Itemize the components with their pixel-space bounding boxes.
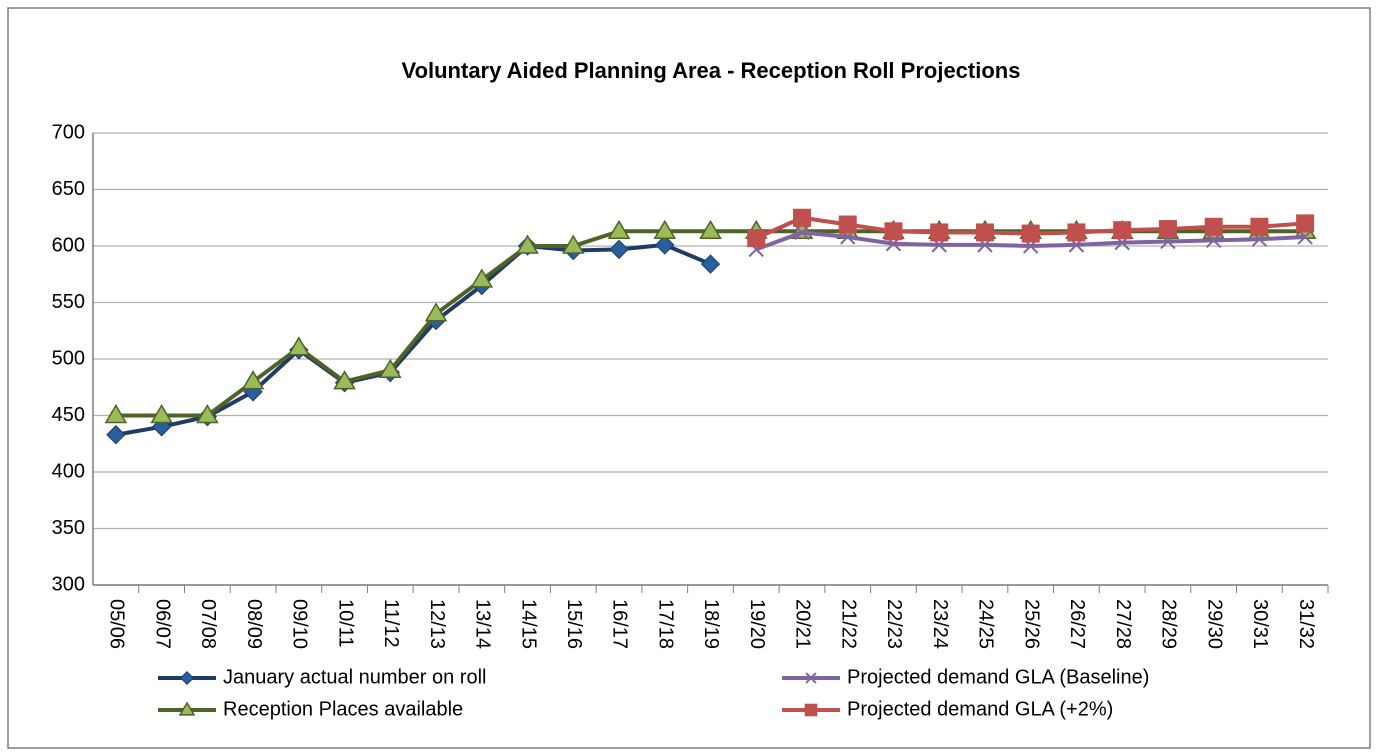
marker	[609, 239, 629, 260]
x-tick-label: 08/09	[243, 599, 265, 649]
marker	[794, 224, 810, 241]
x-tick-label: 30/31	[1249, 599, 1271, 649]
x-tick-label: 27/28	[1112, 599, 1134, 649]
x-tick-label: 07/08	[197, 599, 219, 649]
marker	[241, 370, 265, 390]
x-tick-label: 05/06	[106, 599, 128, 649]
marker	[1204, 217, 1223, 236]
x-tick-label: 11/12	[380, 599, 402, 648]
y-tick-label: 650	[52, 178, 85, 200]
chart-title: Voluntary Aided Planning Area - Receptio…	[402, 58, 1021, 83]
x-tick-label: 06/07	[151, 599, 173, 649]
marker	[333, 370, 356, 390]
x-tick-label: 15/16	[563, 599, 585, 649]
marker	[699, 219, 722, 240]
legend-entry: Projected demand GLA (Baseline)	[782, 666, 1149, 688]
legend-label: January actual number on roll	[223, 666, 486, 688]
marker	[700, 254, 721, 274]
marker	[178, 701, 196, 716]
x-tick-label: 28/29	[1158, 599, 1180, 649]
marker	[106, 425, 126, 445]
y-tick-label: 400	[52, 460, 85, 482]
x-tick-label: 13/14	[472, 599, 494, 649]
legend-label: Projected demand GLA (Baseline)	[847, 666, 1149, 688]
legend-entry: Reception Places available	[158, 698, 463, 720]
marker	[930, 223, 949, 242]
marker	[196, 404, 219, 424]
marker	[1250, 217, 1269, 236]
marker	[379, 358, 402, 379]
marker	[470, 268, 494, 288]
legend-label: Reception Places available	[223, 698, 463, 720]
y-tick-label: 550	[52, 291, 85, 313]
x-tick-label: 24/25	[975, 599, 997, 649]
x-tick-label: 21/22	[837, 599, 859, 649]
legend-entry: January actual number on roll	[158, 666, 486, 688]
x-tick-label: 26/27	[1066, 599, 1088, 649]
marker	[747, 229, 766, 248]
marker	[424, 302, 448, 322]
x-tick-label: 22/23	[883, 599, 905, 649]
marker	[150, 404, 173, 424]
x-tick-label: 23/24	[929, 599, 951, 649]
marker	[838, 215, 857, 234]
marker	[104, 404, 128, 424]
marker	[516, 234, 539, 254]
marker	[1067, 223, 1086, 242]
y-tick-label: 600	[52, 234, 85, 256]
x-tick-label: 10/11	[334, 599, 356, 648]
marker	[805, 672, 817, 684]
marker	[655, 235, 675, 255]
y-tick-label: 500	[52, 347, 85, 369]
marker	[1113, 221, 1132, 240]
marker	[1158, 220, 1177, 239]
x-tick-label: 20/21	[792, 599, 814, 649]
marker	[1296, 214, 1315, 233]
marker	[804, 703, 818, 717]
marker	[792, 208, 811, 227]
marker	[287, 336, 311, 356]
x-tick-label: 09/10	[289, 599, 311, 649]
marker	[561, 234, 585, 254]
x-tick-label: 17/18	[654, 599, 676, 649]
x-tick-label: 18/19	[700, 599, 722, 649]
x-tick-label: 29/30	[1203, 599, 1225, 649]
x-tick-label: 31/32	[1295, 599, 1317, 649]
x-tick-label: 16/17	[609, 599, 631, 649]
x-tick-label: 14/15	[517, 599, 539, 649]
legend-label: Projected demand GLA (+2%)	[847, 698, 1113, 720]
y-tick-label: 350	[52, 517, 85, 539]
y-tick-label: 300	[52, 573, 85, 595]
marker	[975, 223, 994, 242]
y-tick-label: 450	[52, 404, 85, 426]
chart-frame	[7, 7, 1371, 749]
marker	[1021, 224, 1040, 243]
x-tick-label: 12/13	[426, 599, 448, 649]
marker	[607, 219, 631, 240]
y-tick-label: 700	[52, 121, 85, 143]
marker	[653, 219, 677, 240]
marker	[884, 222, 903, 241]
legend-entry: Projected demand GLA (+2%)	[782, 698, 1113, 720]
x-tick-label: 25/26	[1020, 599, 1042, 649]
x-tick-label: 19/20	[746, 599, 768, 649]
marker	[179, 670, 195, 686]
